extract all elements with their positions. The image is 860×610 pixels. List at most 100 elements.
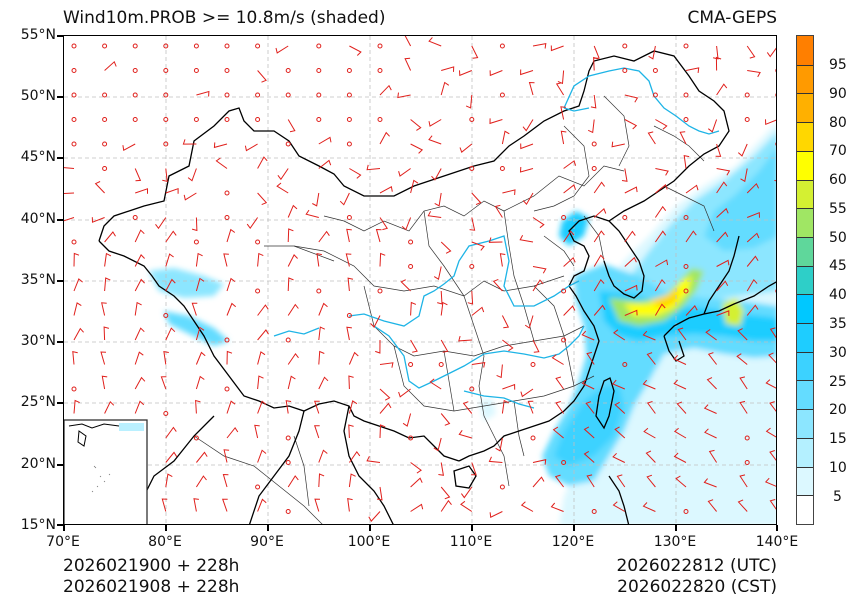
calm-wind-marker [530, 362, 536, 367]
wind-barb-icon [182, 139, 197, 145]
wind-barb-icon [438, 462, 445, 476]
calm-wind-marker [132, 117, 138, 122]
wind-barb-icon [397, 92, 411, 99]
lon-tick [267, 525, 269, 531]
wind-barb-icon [460, 486, 473, 499]
wind-barb-icon [716, 310, 730, 316]
wind-barb-icon [312, 192, 320, 207]
calm-wind-marker [193, 239, 199, 245]
wind-barb-icon [287, 303, 299, 316]
wind-barb-icon [223, 253, 229, 267]
calm-wind-marker [163, 68, 169, 73]
wind-barb-icon [552, 426, 564, 439]
wind-barb-icon [366, 164, 381, 171]
wind-barb-icon [376, 486, 383, 501]
calm-wind-marker [316, 43, 322, 49]
wind-barb-icon [285, 400, 292, 414]
wind-barb-icon [624, 186, 638, 194]
calm-wind-marker [683, 215, 689, 220]
wind-barb-icon [583, 450, 595, 463]
wind-barb-icon [563, 184, 576, 194]
wind-barb-icon [707, 352, 717, 365]
calm-wind-marker [591, 509, 597, 514]
wind-barb-icon [736, 353, 748, 365]
wind-barbs [64, 36, 776, 522]
wind-barb-icon [675, 475, 687, 488]
wind-barb-icon [347, 277, 354, 292]
wind-barb-icon [527, 400, 534, 414]
wind-barb-icon [73, 278, 83, 292]
wind-barb-icon [519, 235, 534, 243]
wind-barb-icon [520, 69, 534, 76]
wind-barb-icon [195, 351, 206, 365]
calm-wind-marker [408, 239, 414, 245]
wind-barb-icon [765, 119, 776, 126]
wind-barb-icon [379, 186, 393, 194]
lon-tick [471, 525, 473, 531]
calm-wind-marker [561, 337, 567, 343]
wind-barb-icon [560, 106, 566, 120]
init-time-utc: 2026021900 + 228h [63, 556, 240, 576]
calm-wind-marker [71, 117, 77, 122]
wind-barb-icon [769, 327, 776, 339]
model-source-label: CMA-GEPS [687, 8, 777, 28]
wind-barb-icon [593, 230, 605, 243]
valid-time-block: 2026022812 (UTC) 2026022820 (CST) [616, 556, 777, 598]
lat-label-55: 55°N [20, 27, 56, 43]
wind-barb-icon [348, 375, 354, 390]
calm-wind-marker [622, 362, 628, 367]
calm-wind-marker [377, 43, 383, 49]
wind-barb-icon [642, 379, 656, 390]
wind-barb-icon [646, 401, 656, 414]
calm-wind-marker [255, 117, 261, 122]
calm-wind-marker [622, 43, 628, 49]
wind-barb-icon [257, 304, 269, 316]
wind-barb-icon [528, 81, 535, 96]
calm-wind-marker [71, 43, 77, 49]
wind-barb-icon [648, 45, 656, 60]
wind-barb-icon [195, 375, 205, 390]
calm-wind-marker [102, 43, 108, 49]
wind-barb-icon [654, 303, 666, 316]
wind-barb-icon [739, 376, 748, 390]
wind-barb-icon [226, 228, 236, 243]
wind-barb-icon [532, 217, 545, 229]
wind-barb-icon [624, 284, 638, 292]
calm-wind-marker [469, 264, 475, 269]
wind-barb-icon [222, 473, 229, 488]
colorbar-label: 10 [829, 460, 847, 476]
wind-barb-icon [550, 502, 564, 512]
wind-barb-icon [404, 36, 412, 47]
wind-barb-icon [346, 326, 352, 341]
province-boundaries [193, 95, 715, 524]
wind-barb-icon [155, 217, 167, 230]
wind-barb-icon [646, 352, 656, 365]
wind-barb-icon [379, 252, 386, 267]
calm-wind-marker [224, 92, 230, 98]
wind-barb-icon [590, 94, 597, 109]
wind-barb-icon [522, 119, 534, 132]
wind-barb-icon [716, 181, 728, 194]
wind-barb-icon [655, 168, 669, 176]
wind-barb-icon [195, 399, 201, 414]
wind-barb-icon [287, 375, 296, 390]
colorbar-label: 15 [829, 431, 847, 447]
wind-barb-icon [134, 254, 145, 267]
wind-barb-icon [433, 437, 442, 452]
wind-barb-icon [368, 511, 381, 522]
calm-wind-marker [316, 68, 322, 73]
wind-barb-icon [410, 301, 417, 316]
init-time-cst: 2026021908 + 228h [63, 577, 240, 597]
wind-barb-icon [519, 166, 534, 173]
wind-barb-icon [305, 209, 319, 218]
wind-barb-icon [654, 230, 667, 243]
wind-barb-icon [655, 183, 668, 194]
calm-wind-marker [775, 289, 776, 293]
wind-barb-icon [471, 306, 485, 316]
calm-wind-marker [499, 43, 505, 49]
wind-barb-icon [563, 230, 575, 243]
map-panel[interactable] [63, 35, 777, 525]
wind-barb-icon [379, 131, 390, 145]
calm-wind-marker [377, 288, 383, 294]
colorbar-label: 70 [829, 143, 847, 159]
